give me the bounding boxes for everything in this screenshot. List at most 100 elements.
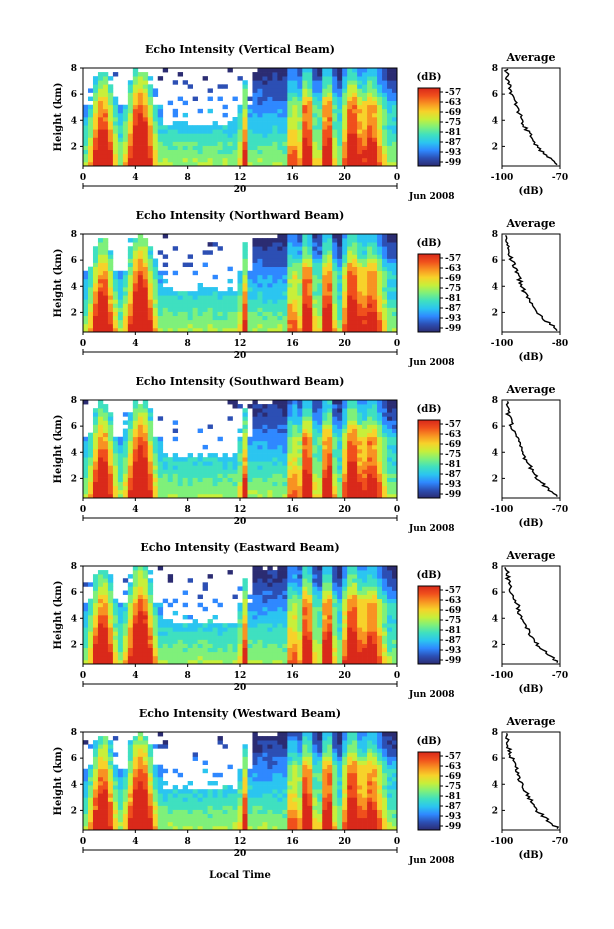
heatmap-cell	[367, 323, 373, 329]
heatmap-cell	[257, 76, 263, 81]
heatmap-cell	[327, 578, 333, 583]
heatmap-cell	[297, 659, 303, 665]
heatmap-cell	[367, 125, 373, 130]
heatmap-cell	[167, 473, 174, 478]
heatmap-cell	[282, 610, 288, 616]
heatmap-cell	[357, 651, 363, 657]
heatmap-cell	[242, 315, 248, 321]
heatmap-cell	[332, 262, 338, 268]
heatmap-cell	[102, 582, 109, 587]
heatmap-cell	[367, 307, 373, 312]
heatmap-cell	[372, 266, 378, 272]
heatmap-cell	[112, 453, 119, 458]
heatmap-cell	[322, 278, 328, 284]
heatmap-cell	[192, 157, 198, 163]
heatmap-cell	[377, 266, 383, 272]
heatmap-cell	[282, 659, 288, 665]
heatmap-cell	[132, 465, 139, 470]
heatmap-cell	[282, 149, 288, 155]
heatmap-cell	[212, 469, 218, 474]
heatmap-cell	[312, 262, 318, 268]
heatmap-cell	[392, 436, 398, 442]
heatmap-cell	[102, 125, 109, 130]
heatmap-cell	[257, 574, 263, 579]
heatmap-cell	[292, 274, 298, 280]
heatmap-cell	[182, 643, 189, 649]
heatmap-cell	[392, 100, 398, 106]
heatmap-cell	[272, 303, 278, 308]
heatmap-cell	[272, 404, 278, 409]
heatmap-cell	[307, 473, 313, 478]
heatmap-cell	[172, 465, 179, 470]
heatmap-cell	[302, 420, 308, 425]
heatmap-cell	[257, 420, 263, 425]
heatmap-cell	[267, 440, 273, 446]
heatmap-cell	[212, 295, 218, 300]
heatmap-cell	[322, 129, 328, 134]
heatmap-cell	[87, 635, 94, 640]
x-tick-label: 12	[234, 505, 247, 515]
heatmap-cell	[217, 623, 223, 628]
heatmap-cell	[267, 416, 273, 421]
heatmap-cell	[127, 295, 134, 300]
heatmap-cell	[147, 145, 154, 151]
heatmap-cell	[87, 602, 94, 608]
heatmap-cell	[367, 157, 373, 163]
heatmap-cell	[367, 274, 373, 280]
heatmap-cell	[337, 157, 343, 163]
heatmap-cell	[237, 651, 243, 657]
heatmap-cell	[392, 274, 398, 280]
heatmap-cell	[262, 489, 268, 495]
heatmap-cell	[327, 440, 333, 446]
heatmap-cell	[372, 270, 378, 276]
heatmap-cell	[112, 133, 119, 138]
heatmap-cell	[362, 72, 368, 77]
heatmap-cell	[292, 659, 298, 665]
heatmap-cell	[142, 238, 149, 243]
heatmap-cell	[83, 157, 89, 163]
heatmap-cell	[152, 270, 159, 276]
heatmap-cell	[87, 615, 94, 620]
heatmap-cell	[172, 311, 179, 317]
heatmap-cell	[357, 619, 363, 624]
heatmap-cell	[327, 246, 333, 251]
heatmap-cell	[332, 457, 338, 462]
heatmap-cell	[107, 299, 114, 304]
heatmap-cell	[322, 465, 328, 470]
heatmap-cell	[297, 299, 303, 304]
heatmap-cell	[262, 643, 268, 649]
heatmap-cell	[392, 72, 398, 77]
heatmap-cell	[222, 303, 228, 308]
heatmap-cell	[312, 635, 318, 640]
heatmap-cell	[83, 274, 89, 280]
heatmap-cell	[122, 295, 129, 300]
heatmap-cell	[357, 141, 363, 146]
heatmap-cell	[267, 598, 273, 604]
x-tick-label: 8	[185, 173, 191, 183]
heatmap-cell	[367, 436, 373, 442]
heatmap-cell	[167, 485, 174, 491]
heatmap-cell	[337, 590, 343, 595]
heatmap-cell	[142, 117, 149, 122]
heatmap-cell	[272, 145, 278, 151]
heatmap-cell	[297, 412, 303, 417]
heatmap-cell	[222, 477, 228, 483]
heatmap-cell	[127, 307, 134, 312]
heatmap-cell	[237, 307, 243, 312]
heatmap-cell	[372, 424, 378, 429]
heatmap-cell	[147, 639, 154, 644]
heatmap-cell	[127, 153, 134, 159]
heatmap-cell	[83, 295, 89, 300]
heatmap-cell	[157, 287, 164, 292]
heatmap-cell	[327, 311, 333, 317]
heatmap-cell	[237, 145, 243, 151]
heatmap-cell	[272, 117, 278, 122]
heatmap-cell	[252, 627, 258, 632]
heatmap-cell	[247, 121, 253, 126]
heatmap-cell	[157, 141, 164, 146]
heatmap-cell	[117, 606, 124, 612]
heatmap-cell	[287, 100, 293, 106]
heatmap-cell	[87, 303, 94, 308]
heatmap-cell	[307, 96, 313, 102]
heatmap-cell	[297, 250, 303, 255]
